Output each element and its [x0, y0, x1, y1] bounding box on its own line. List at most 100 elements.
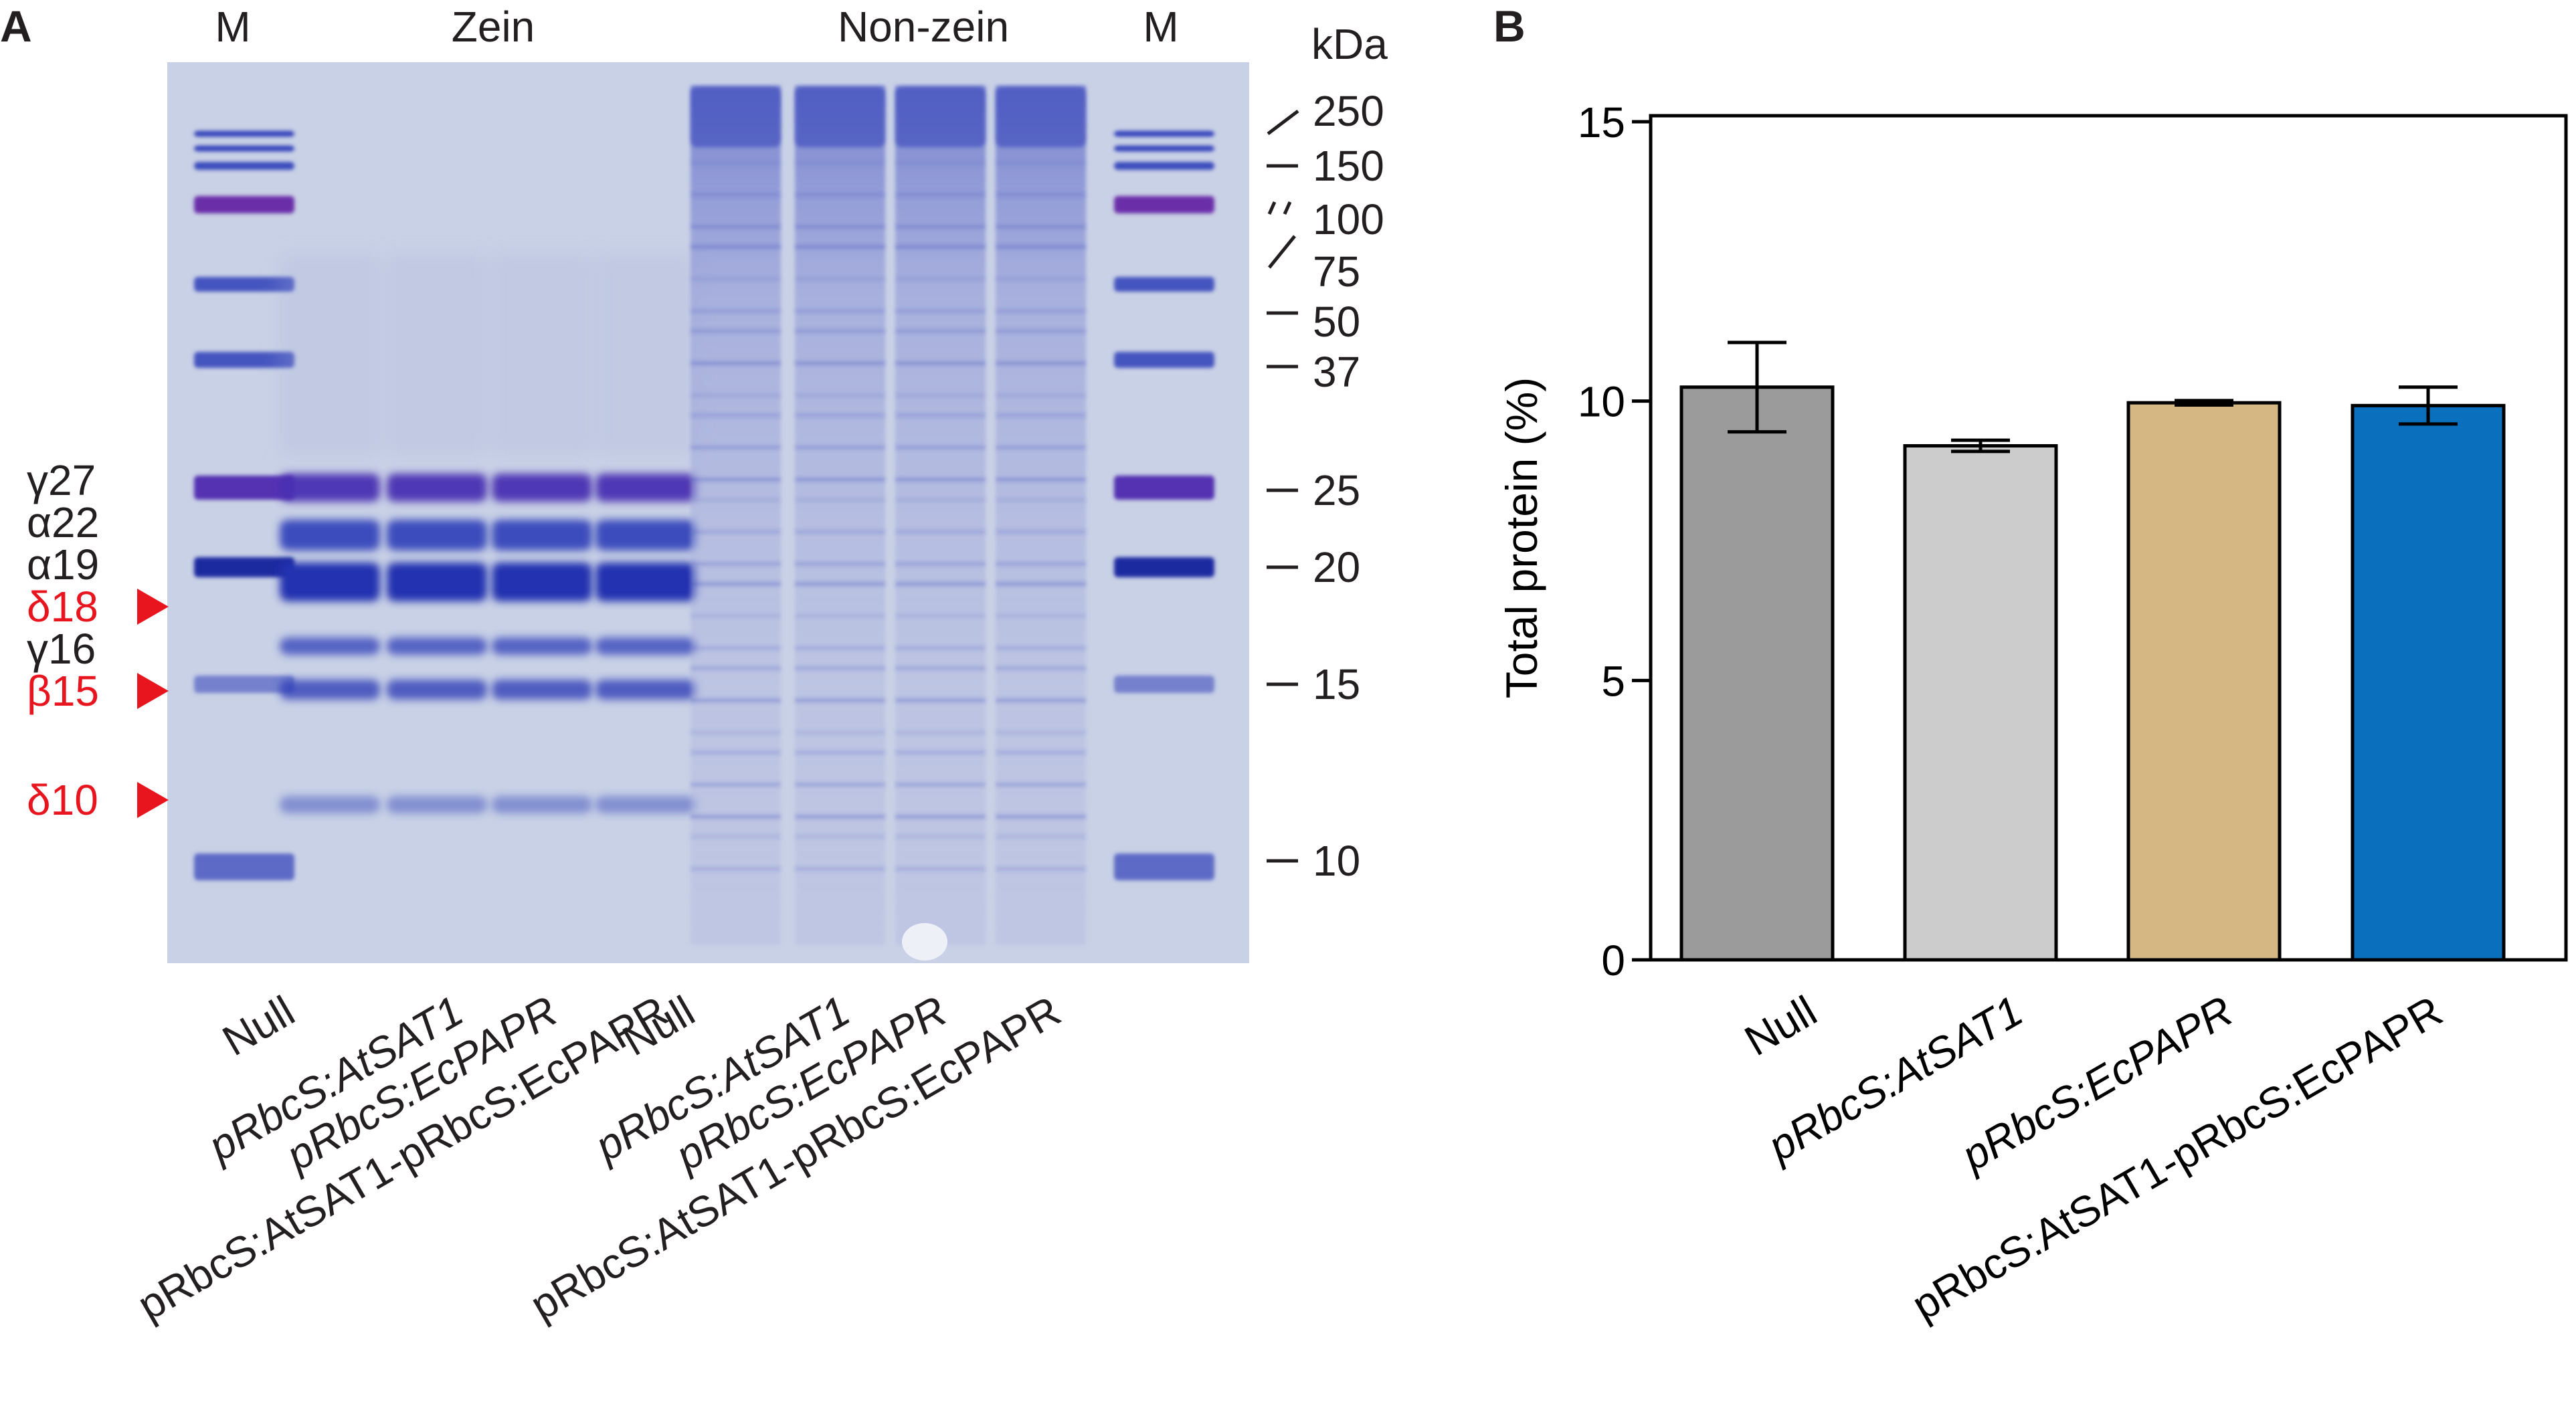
nonzein-lane-band: [996, 730, 1086, 734]
nonzein-lane-band: [895, 445, 986, 449]
nonzein-lane-band: [996, 193, 1086, 197]
marker-lane-band: [194, 196, 294, 213]
nonzein-lane-band: [895, 498, 986, 502]
marker-tick: [1268, 235, 1296, 269]
nonzein-lane-band: [895, 730, 986, 734]
zein-lane-band: [280, 637, 380, 655]
nonzein-lane-band: [795, 562, 885, 566]
nonzein-lane-band: [795, 393, 885, 397]
marker-lane-band: [194, 145, 294, 152]
nonzein-lane-band: [691, 193, 781, 197]
marker-lane-band: [1114, 476, 1214, 500]
zein-lane-haze: [387, 254, 487, 455]
category-label-1: Null: [1737, 987, 1825, 1065]
nonzein-lane-band: [996, 277, 1086, 281]
zein-lane-band: [280, 680, 380, 700]
nonzein-lane-band: [996, 393, 1086, 397]
marker-lane-band: [1114, 130, 1214, 137]
marker-lane-band: [194, 352, 294, 368]
y-tick-label-0: 0: [1601, 936, 1625, 985]
nonzein-lane-band: [996, 530, 1086, 534]
panel-b-label: B: [1493, 1, 1526, 51]
nonzein-lane-band: [691, 783, 781, 787]
nonzein-lane-band: [895, 393, 986, 397]
zein-lane-band: [280, 563, 380, 601]
zein-lane-band: [492, 474, 592, 502]
gel-header-zein: Zein: [452, 3, 535, 51]
nonzein-lane-band: [895, 245, 986, 249]
nonzein-lane-band: [996, 225, 1086, 229]
nonzein-lane-band: [996, 698, 1086, 702]
zein-lane-haze: [280, 254, 380, 455]
nonzein-lane-band: [895, 225, 986, 229]
kda-unit-label: kDa: [1311, 20, 1388, 68]
nonzein-lane-band: [895, 530, 986, 534]
nonzein-lane-band: [795, 413, 885, 417]
marker-lane-band: [1114, 853, 1214, 880]
gel-header-nonzein: Non-zein: [838, 3, 1009, 51]
bar-3: [2126, 401, 2282, 962]
chart-bars: [1679, 340, 2506, 962]
nonzein-lane-band: [996, 614, 1086, 618]
nonzein-lane-band: [795, 666, 885, 670]
nonzein-lane-band: [691, 815, 781, 819]
chart-y-axis: 0 5 10 15: [1578, 98, 1651, 985]
zein-label-7: δ10: [27, 776, 98, 824]
nonzein-top-band: [895, 87, 986, 147]
marker-lane-band: [194, 162, 294, 170]
marker-tick: [1267, 201, 1277, 215]
marker-lane-band: [1114, 352, 1214, 368]
nonzein-lane-band: [691, 413, 781, 417]
marker-lane-band: [1114, 277, 1214, 292]
nonzein-lane-band: [795, 329, 885, 333]
chart-category-labels: NullpRbcS:AtSAT1pRbcS:EcPAPRpRbcS:AtSAT1…: [1737, 987, 2450, 1330]
bar-4: [2351, 403, 2506, 962]
bar-1: [1679, 385, 1835, 962]
marker-label-250: 250: [1313, 87, 1384, 135]
zein-label-3: α19: [27, 540, 99, 589]
marker-lane-band: [1114, 557, 1214, 577]
nonzein-lane-band: [795, 614, 885, 618]
nonzein-lane-band: [895, 361, 986, 365]
nonzein-lane-band: [895, 646, 986, 650]
nonzein-lane-band: [996, 329, 1086, 333]
nonzein-lane-band: [795, 225, 885, 229]
nonzein-lane-band: [996, 309, 1086, 313]
nonzein-lane-band: [691, 478, 781, 482]
zein-lane-band: [595, 796, 696, 813]
zein-lane-band: [595, 563, 696, 601]
zein-lane-band: [387, 520, 487, 550]
zein-lane-haze: [595, 254, 696, 455]
zein-lane-band: [595, 520, 696, 550]
marker-lane-band: [194, 676, 294, 693]
marker-label-100: 100: [1313, 195, 1384, 243]
marker-lane-band: [1114, 676, 1214, 693]
nonzein-lane-band: [795, 815, 885, 819]
nonzein-lane-band: [795, 646, 885, 650]
marker-label-25: 25: [1313, 466, 1360, 514]
nonzein-lane-band: [996, 413, 1086, 417]
nonzein-lane-band: [895, 478, 986, 482]
gel-bubble: [902, 923, 947, 961]
lane-labels: NullpRbcS:AtSAT1pRbcS:EcPAPRpRbcS:AtSAT1…: [130, 987, 1069, 1330]
y-tick-label-10: 10: [1578, 378, 1625, 426]
zein-label-2: α22: [27, 498, 99, 546]
zein-lane-band: [387, 796, 487, 813]
marker-label-150: 150: [1313, 142, 1384, 190]
lane-label-1: Null: [215, 987, 302, 1065]
marker-label-20: 20: [1313, 543, 1360, 591]
nonzein-lane-band: [895, 582, 986, 586]
nonzein-lane-band: [996, 478, 1086, 482]
nonzein-lane-band: [795, 161, 885, 165]
bar-2: [1903, 443, 2058, 962]
zein-lane-band: [595, 474, 696, 502]
nonzein-lane-band: [895, 329, 986, 333]
nonzein-lane-band: [795, 867, 885, 871]
nonzein-lane-band: [996, 783, 1086, 787]
nonzein-lane-band: [691, 530, 781, 534]
zein-label-1: γ27: [27, 456, 96, 504]
nonzein-lane-band: [895, 750, 986, 755]
panel-a: A M Zein Non-zein M kDa 2501501007550372…: [0, 1, 1388, 1330]
